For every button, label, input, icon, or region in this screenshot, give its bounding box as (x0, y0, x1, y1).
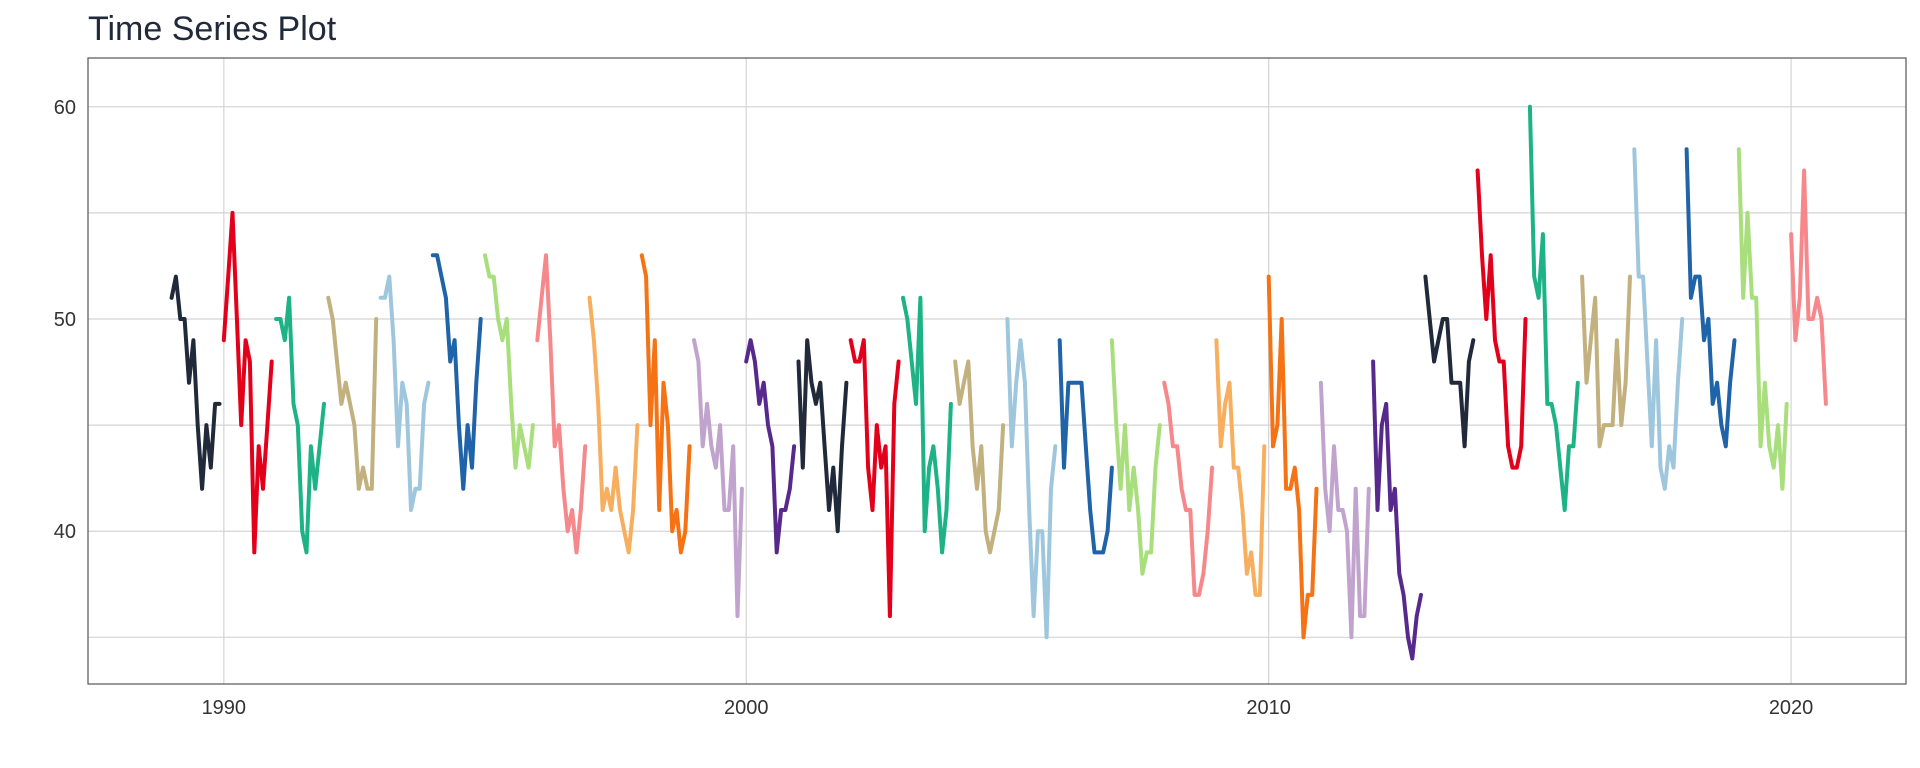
plot-border (87, 57, 1907, 685)
series-line-2009 (1214, 338, 1267, 597)
series-line-2014 (1475, 168, 1528, 470)
chart-title: Time Series Plot (88, 10, 337, 48)
series-line-2016 (1580, 274, 1632, 449)
x-tick-label: 1990 (202, 697, 247, 719)
series-line-2010 (1266, 274, 1319, 640)
series-line-2018 (1684, 147, 1737, 449)
series-line-2006 (1057, 338, 1114, 555)
x-tick-label: 2020 (1769, 697, 1814, 719)
series-line-1991 (274, 295, 326, 555)
y-tick-label: 50 (54, 309, 76, 331)
series-line-2015 (1527, 104, 1580, 512)
series-line-1998 (639, 253, 692, 555)
series-line-2012 (1371, 359, 1423, 661)
series-line-2013 (1423, 274, 1476, 449)
series-line-2020 (1789, 168, 1828, 406)
series-line-2017 (1632, 147, 1685, 491)
x-tick-label: 2010 (1246, 697, 1291, 719)
series-line-2001 (796, 338, 849, 534)
series-line-1996 (535, 253, 588, 555)
series-line-2005 (1005, 317, 1058, 640)
series-line-2000 (744, 338, 797, 555)
series-line-2011 (1318, 380, 1371, 640)
series-line-2004 (953, 359, 1006, 555)
series-line-2003 (901, 295, 953, 555)
series-line-1989 (169, 274, 222, 491)
series-line-2002 (848, 338, 901, 619)
series-line-1993 (378, 274, 431, 512)
series-line-2007 (1109, 338, 1162, 576)
series-line-1997 (587, 295, 640, 555)
series-line-1994 (430, 253, 483, 491)
series-line-1999 (692, 338, 744, 619)
series-line-1990 (221, 210, 274, 555)
series-line-2008 (1162, 380, 1215, 597)
y-tick-label: 40 (54, 521, 76, 543)
series-line-2019 (1736, 147, 1789, 491)
series-line-1992 (326, 295, 379, 491)
y-tick-label: 60 (54, 97, 76, 119)
x-tick-label: 2000 (724, 697, 769, 719)
series-line-1995 (483, 253, 535, 470)
